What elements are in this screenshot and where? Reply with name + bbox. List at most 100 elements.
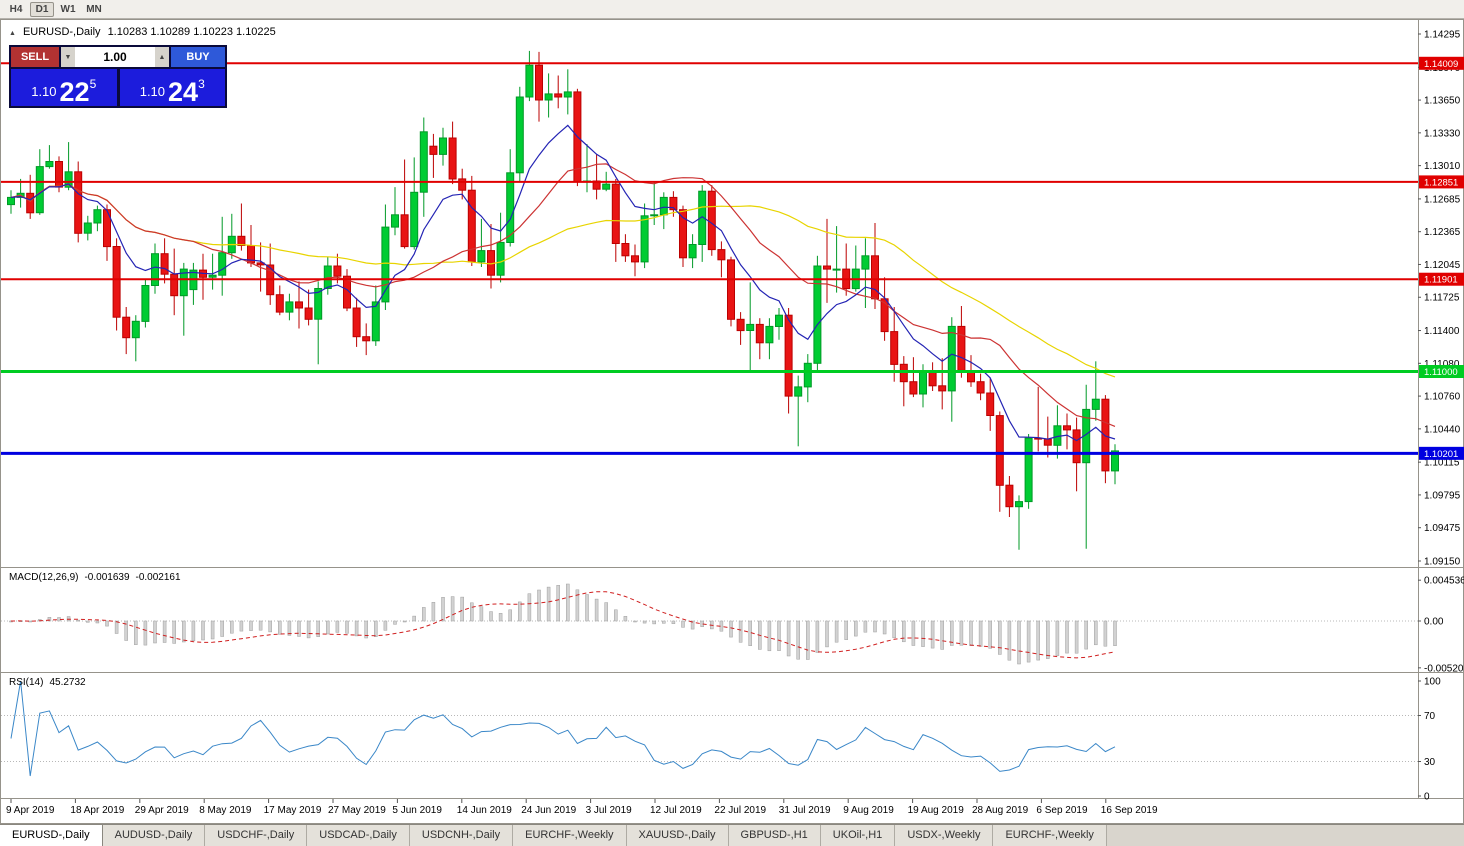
ma-fast-line [10, 124, 1116, 442]
one-click-trading-panel: SELL ▼ 1.00 ▲ BUY 1.10 22 5 1.10 24 3 [9, 45, 227, 108]
chart-tab-2[interactable]: USDCHF-,Daily [205, 825, 308, 846]
moving-averages [10, 124, 1116, 442]
svg-text:0.004536: 0.004536 [1424, 576, 1464, 587]
time-axis: 9 Apr 2019 18 Apr 2019 29 Apr 2019 8 May 20… [6, 799, 1158, 816]
svg-text:27 May 2019: 27 May 2019 [328, 805, 386, 816]
svg-text:1.10201: 1.10201 [1424, 449, 1458, 460]
horizontal-lines[interactable]: 1.14009 1.12851 1.11901 1.11000 1.10201 [1, 56, 1464, 460]
hline-price-badge[interactable] [1419, 446, 1464, 460]
ask-point: 3 [198, 77, 205, 91]
chart-tab-10[interactable]: EURCHF-,Weekly [993, 825, 1107, 846]
trade-panel-controls: SELL ▼ 1.00 ▲ BUY [11, 47, 225, 67]
svg-text:17 May 2019: 17 May 2019 [264, 805, 322, 816]
rsi-line [10, 680, 1116, 777]
timeframe-button-d1[interactable]: D1 [30, 1, 54, 17]
svg-text:5 Jun 2019: 5 Jun 2019 [392, 805, 442, 816]
svg-text:18 Apr 2019: 18 Apr 2019 [70, 805, 124, 816]
svg-text:1.12365: 1.12365 [1424, 227, 1461, 238]
chart-tab-4[interactable]: USDCNH-,Daily [409, 825, 514, 846]
svg-text:1.09795: 1.09795 [1424, 490, 1461, 501]
timeframe-button-w1[interactable]: W1 [60, 3, 76, 15]
ask-pips: 24 [168, 77, 199, 108]
svg-text:14 Jun 2019: 14 Jun 2019 [457, 805, 512, 816]
hline-price-badge[interactable] [1419, 365, 1464, 379]
timeframe-button-h4[interactable]: H4 [9, 3, 23, 15]
chart-tab-1[interactable]: AUDUSD-,Daily [102, 825, 206, 846]
svg-text:1.09150: 1.09150 [1424, 557, 1461, 568]
svg-text:6 Sep 2019: 6 Sep 2019 [1036, 805, 1088, 816]
price-axis: 1.142951.139701.136501.133301.130101.126… [1418, 30, 1461, 568]
ask-prefix: 1.10 [139, 84, 166, 99]
pane-separators[interactable] [1, 20, 1464, 799]
svg-text:70: 70 [1424, 711, 1436, 722]
svg-text:1.10440: 1.10440 [1424, 424, 1461, 435]
svg-text:1.11901: 1.11901 [1424, 275, 1458, 286]
chart-tab-6[interactable]: XAUUSD-,Daily [626, 825, 729, 846]
svg-text:1.12685: 1.12685 [1424, 194, 1461, 205]
svg-text:12 Jul 2019: 12 Jul 2019 [650, 805, 702, 816]
chart-tab-0[interactable]: EURUSD-,Daily [0, 825, 103, 846]
chart-tab-5[interactable]: EURCHF-,Weekly [513, 825, 627, 846]
chart-window: 1.142951.139701.136501.133301.130101.126… [0, 19, 1464, 824]
svg-text:1.12851: 1.12851 [1424, 177, 1458, 188]
hline-price-badge[interactable] [1419, 56, 1464, 70]
svg-text:1.12045: 1.12045 [1424, 260, 1461, 271]
volume-field: ▼ 1.00 ▲ [61, 47, 169, 67]
svg-text:1.09475: 1.09475 [1424, 523, 1461, 534]
svg-text:8 May 2019: 8 May 2019 [199, 805, 252, 816]
svg-text:3 Jul 2019: 3 Jul 2019 [586, 805, 633, 816]
chart-area[interactable]: 1.142951.139701.136501.133301.130101.126… [1, 20, 1464, 825]
trade-panel-prices: 1.10 22 5 1.10 24 3 [11, 69, 225, 106]
chart-tab-3[interactable]: USDCAD-,Daily [307, 825, 410, 846]
chart-tab-9[interactable]: USDX-,Weekly [895, 825, 994, 846]
volume-increment-icon[interactable]: ▲ [155, 47, 169, 67]
svg-text:1.14295: 1.14295 [1424, 30, 1461, 41]
svg-text:0: 0 [1424, 792, 1430, 803]
svg-text:30: 30 [1424, 757, 1436, 768]
bid-prefix: 1.10 [31, 84, 57, 99]
svg-text:1.13330: 1.13330 [1424, 128, 1461, 139]
svg-text:1.11725: 1.11725 [1424, 293, 1460, 304]
volume-decrement-icon[interactable]: ▼ [61, 47, 75, 67]
macd-signal-line [10, 591, 1116, 659]
svg-text:19 Aug 2019: 19 Aug 2019 [908, 805, 965, 816]
chart-tab-8[interactable]: UKOil-,H1 [820, 825, 896, 846]
buy-button[interactable]: BUY [171, 47, 225, 67]
chart-tab-7[interactable]: GBPUSD-,H1 [728, 825, 821, 846]
svg-text:24 Jun 2019: 24 Jun 2019 [521, 805, 576, 816]
svg-text:29 Apr 2019: 29 Apr 2019 [135, 805, 189, 816]
svg-text:1.11400: 1.11400 [1424, 326, 1460, 337]
svg-text:1.13650: 1.13650 [1424, 96, 1461, 107]
bid-point: 5 [89, 77, 97, 91]
ma-mid-line [10, 163, 1116, 427]
macd-pane: 0.004536 0.00 -0.005205 [1, 576, 1464, 674]
svg-text:1.10760: 1.10760 [1424, 392, 1461, 403]
svg-text:9 Apr 2019: 9 Apr 2019 [6, 805, 55, 816]
hline-price-badge[interactable] [1419, 175, 1464, 189]
svg-text:0.00: 0.00 [1424, 617, 1444, 628]
chart-tabs-bar: EURUSD-,Daily AUDUSD-,Daily USDCHF-,Daily U… [0, 824, 1464, 846]
timeframe-buttons: H4 D1 W1 MN [4, 1, 106, 17]
hline-price-badge[interactable] [1419, 272, 1464, 286]
svg-text:1.14009: 1.14009 [1424, 59, 1458, 70]
svg-text:22 Jul 2019: 22 Jul 2019 [714, 805, 766, 816]
rsi-pane: 100 70 30 0 [1, 677, 1441, 803]
timeframe-toolbar: H4 D1 W1 MN [0, 0, 1464, 19]
svg-text:16 Sep 2019: 16 Sep 2019 [1101, 805, 1158, 816]
svg-text:1.11000: 1.11000 [1424, 367, 1458, 378]
svg-text:28 Aug 2019: 28 Aug 2019 [972, 805, 1029, 816]
volume-value[interactable]: 1.00 [103, 50, 127, 64]
svg-text:100: 100 [1424, 677, 1441, 688]
candles [7, 50, 1119, 550]
svg-text:1.10115: 1.10115 [1424, 458, 1460, 469]
sell-button[interactable]: SELL [11, 47, 59, 67]
ask-price[interactable]: 1.10 24 3 [119, 69, 225, 108]
svg-text:1.13010: 1.13010 [1424, 161, 1461, 172]
bid-pips: 22 [59, 77, 90, 108]
timeframe-button-mn[interactable]: MN [86, 3, 102, 15]
bid-price[interactable]: 1.10 22 5 [11, 69, 117, 106]
svg-text:9 Aug 2019: 9 Aug 2019 [843, 805, 894, 816]
svg-text:1.11080: 1.11080 [1424, 359, 1460, 370]
svg-text:31 Jul 2019: 31 Jul 2019 [779, 805, 831, 816]
svg-text:-0.005205: -0.005205 [1424, 663, 1464, 674]
